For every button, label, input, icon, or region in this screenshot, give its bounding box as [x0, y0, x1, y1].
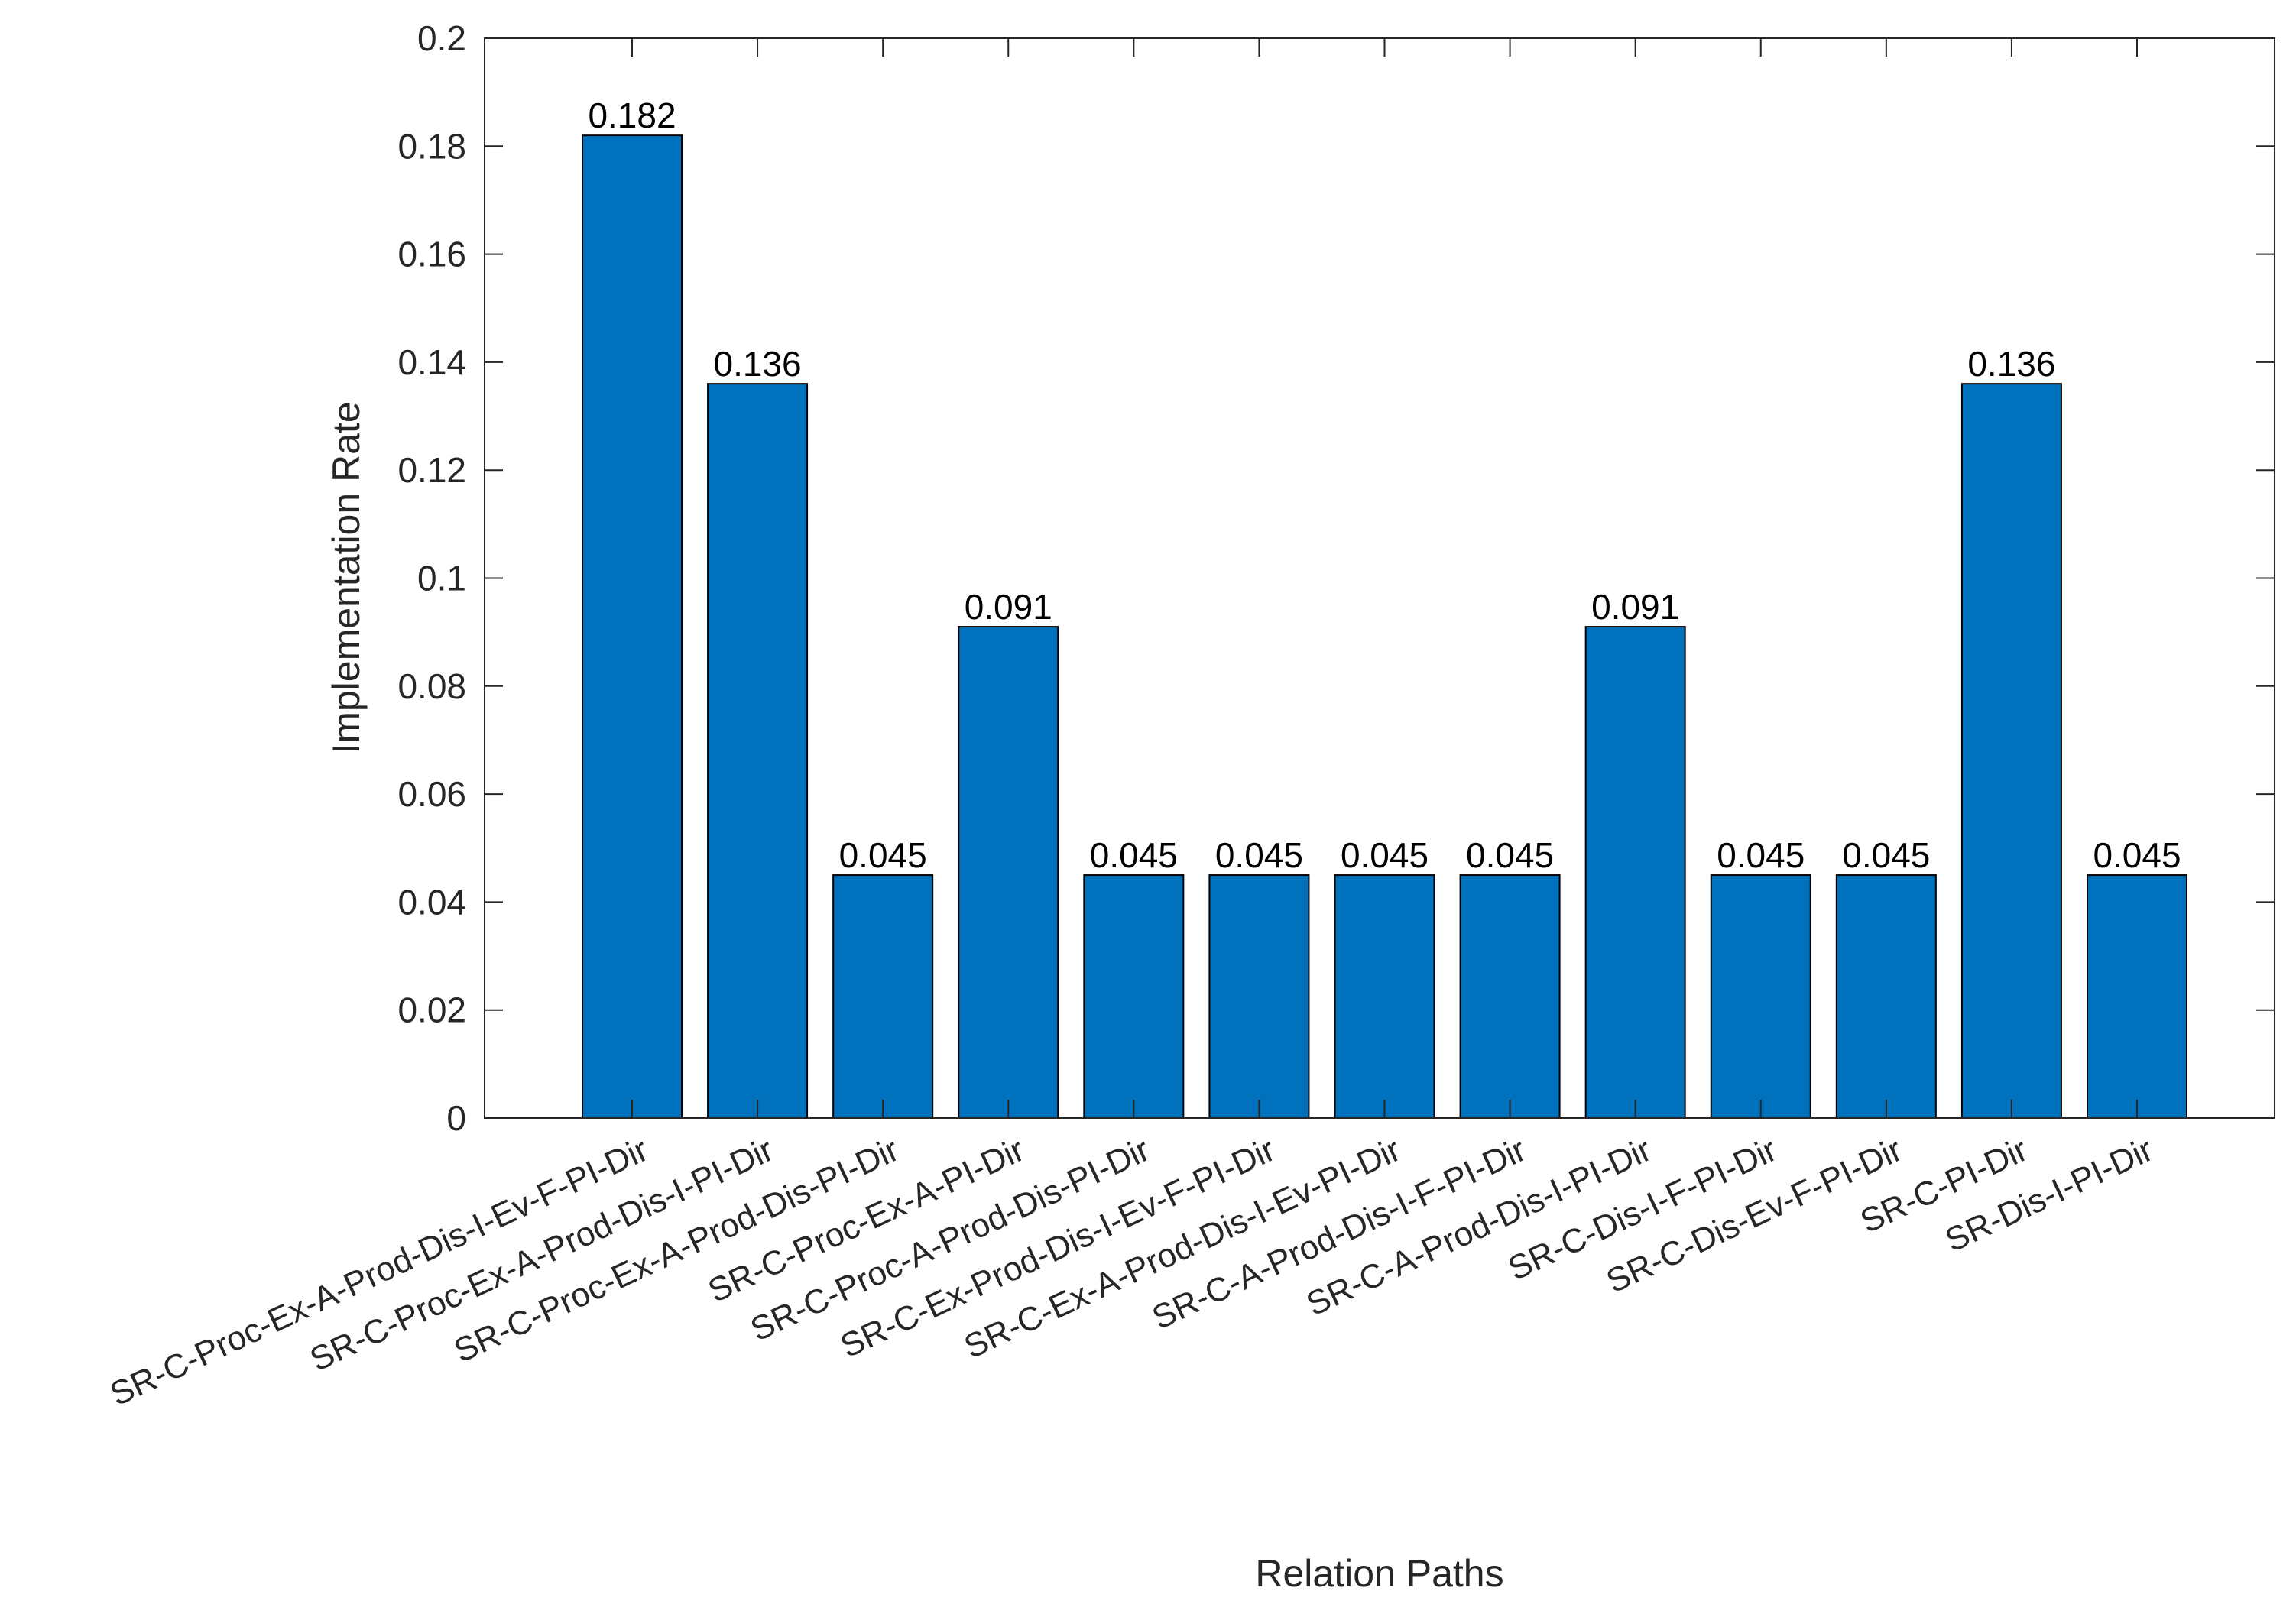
bar	[1083, 874, 1185, 1119]
bar	[2087, 874, 2187, 1119]
y-tick-label: 0.14	[397, 342, 466, 382]
y-tick-label: 0	[446, 1098, 466, 1138]
bar-value-label: 0.136	[714, 344, 802, 384]
bar-value-label: 0.045	[1717, 835, 1805, 875]
y-tick-label: 0.02	[397, 990, 466, 1030]
x-axis-label: Relation Paths	[1255, 1552, 1503, 1595]
bar	[832, 874, 934, 1119]
bar	[1208, 874, 1310, 1119]
bar-value-label: 0.045	[1341, 835, 1429, 875]
y-tick-label: 0.08	[397, 666, 466, 706]
y-tick-label: 0.12	[397, 450, 466, 490]
bar	[1960, 383, 2062, 1120]
y-axis-label: Implementation Rate	[325, 401, 368, 754]
y-tick-label: 0.16	[397, 235, 466, 274]
y-axis: 0 0.02 0.04 0.06 0.08 0.1 0.12 0.14 0.16 0.18 0.2	[397, 18, 2275, 1138]
bar	[1459, 874, 1561, 1119]
y-tick-label: 0.04	[397, 882, 466, 922]
x-tick-label: SR-Dis-I-PI-Dir	[1940, 1131, 2159, 1259]
bar-value-label: 0.182	[588, 96, 676, 135]
bar-value-label: 0.045	[1215, 835, 1303, 875]
y-tick-label: 0.2	[417, 18, 466, 58]
y-tick-label: 0.06	[397, 774, 466, 814]
bar	[1584, 626, 1686, 1119]
bar	[958, 626, 1059, 1119]
x-tick-label: SR-C-Proc-Ex-A-Prod-Dis-I-Ev-F-PI-Dir	[105, 1131, 654, 1414]
bar	[1835, 874, 1937, 1119]
bar-value-label: 0.045	[1466, 835, 1554, 875]
bar	[582, 134, 683, 1119]
bar	[1710, 874, 1811, 1119]
bar-value-label: 0.136	[1967, 344, 2055, 384]
y-tick-label: 0.1	[417, 559, 466, 598]
bar	[1334, 874, 1435, 1119]
value-labels-layer: 0.182 0.136 0.045 0.091 0.045 0.045 0.045 0.045…	[588, 96, 2181, 875]
bar-value-label: 0.045	[839, 835, 927, 875]
bar	[707, 383, 809, 1120]
y-tick-label: 0.18	[397, 126, 466, 166]
bars-layer	[582, 134, 2187, 1120]
bar-value-label: 0.045	[1842, 835, 1930, 875]
bar-value-label: 0.091	[965, 587, 1052, 627]
bar-value-label: 0.091	[1591, 587, 1679, 627]
bar-value-label: 0.045	[1090, 835, 1178, 875]
bar-value-label: 0.045	[2093, 835, 2181, 875]
